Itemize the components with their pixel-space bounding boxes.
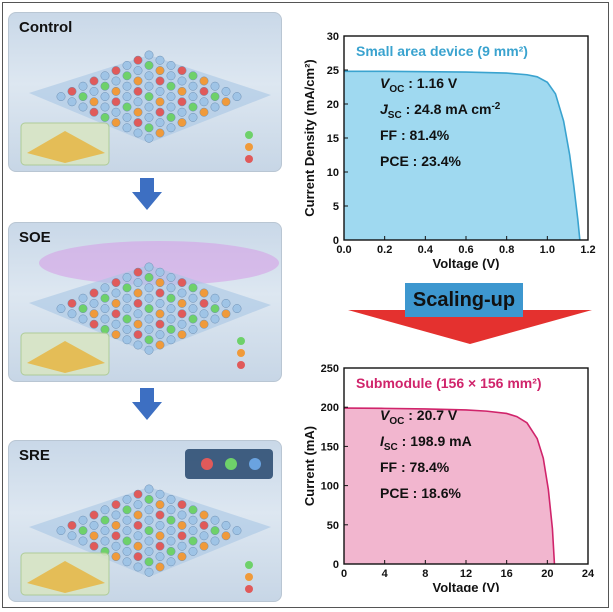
submodule-x-tick-label: 0	[341, 568, 347, 580]
submodule-area-fill	[344, 408, 555, 564]
small-area-y-tick-label: 15	[327, 133, 339, 145]
soe-label: SOE	[19, 229, 51, 246]
submodule-x-tick-label: 24	[582, 568, 595, 580]
submodule-y-tick-label: 0	[333, 559, 339, 571]
submodule-y-tick-label: 150	[321, 441, 339, 453]
submodule-stat-1: ISC : 198.9 mA	[380, 433, 472, 453]
sre-lattice-illustration	[20, 449, 273, 596]
small-area-title: Small area device (9 mm²)	[356, 43, 528, 59]
small-area-x-tick-label: 0.2	[377, 244, 392, 256]
small-area-y-tick-label: 25	[327, 65, 339, 77]
small-area-x-tick-label: 1.0	[540, 244, 555, 256]
submodule-stat-2: FF : 78.4%	[380, 459, 450, 475]
small-area-area-fill	[344, 71, 580, 240]
submodule-title: Submodule (156 × 156 mm²)	[356, 375, 542, 391]
small-area-y-axis-label: Current Density (mA/cm²)	[302, 59, 317, 216]
control-label: Control	[19, 19, 73, 36]
small-area-x-axis-label: Voltage (V)	[433, 256, 500, 270]
submodule-x-tick-label: 12	[460, 568, 472, 580]
small-area-stat-3: PCE : 23.4%	[380, 153, 461, 169]
small-area-x-tick-label: 0.8	[499, 244, 514, 256]
soe-panel: SOE	[8, 222, 282, 382]
control-panel: Control	[8, 12, 282, 172]
submodule-y-tick-label: 100	[321, 481, 339, 493]
small-area-stat-2: FF : 81.4%	[380, 127, 450, 143]
submodule-curve	[343, 407, 556, 565]
small-area-x-tick-label: 0.4	[418, 244, 434, 256]
small-area-y-tick-label: 0	[333, 235, 339, 247]
small-area-y-tick-label: 30	[327, 31, 339, 43]
submodule-x-tick-label: 4	[382, 568, 389, 580]
submodule-x-axis-label: Voltage (V)	[433, 580, 500, 592]
small-area-y-tick-label: 5	[333, 201, 339, 213]
small-area-y-tick-label: 20	[327, 99, 339, 111]
small-area-jv-chart: 0.0 0.2 0.4 0.6 0.8 1.0 1.2 0 5 10 15 20 25 30 Voltage…	[302, 31, 596, 270]
submodule-stat-0: VOC : 20.7 V	[380, 407, 458, 427]
control-lattice-illustration	[20, 50, 271, 166]
small-area-y-tick-label: 10	[327, 167, 339, 179]
down-arrow-2	[132, 388, 162, 420]
submodule-x-tick-label: 16	[501, 568, 513, 580]
down-arrow-1	[132, 178, 162, 210]
small-area-x-tick-label: 0.0	[336, 244, 351, 256]
submodule-y-tick-label: 250	[321, 363, 339, 375]
small-area-stat-0: VOC : 1.16 V	[380, 75, 458, 95]
small-area-x-tick-label: 1.2	[580, 244, 595, 256]
submodule-y-axis-label: Current (mA)	[302, 426, 317, 506]
submodule-iv-chart: 0 4 8 12 16 20 24 0 50 100 150 200 250 Voltage (V) Cur…	[302, 363, 595, 592]
small-area-stat-1: JSC : 24.8 mA cm-2	[380, 101, 501, 121]
small-area-curve	[344, 70, 581, 241]
sre-panel: SRE	[8, 440, 282, 602]
submodule-y-tick-label: 50	[327, 520, 339, 532]
submodule-stat-3: PCE : 18.6%	[380, 485, 461, 501]
soe-lattice-illustration	[20, 241, 279, 376]
scaling-up-label: Scaling-up	[405, 283, 523, 317]
scaling-up-arrow	[348, 310, 592, 344]
submodule-x-tick-label: 8	[422, 568, 428, 580]
small-area-x-tick-label: 0.6	[458, 244, 473, 256]
submodule-x-tick-label: 20	[541, 568, 553, 580]
sre-label: SRE	[19, 447, 50, 464]
submodule-y-tick-label: 200	[321, 402, 339, 414]
